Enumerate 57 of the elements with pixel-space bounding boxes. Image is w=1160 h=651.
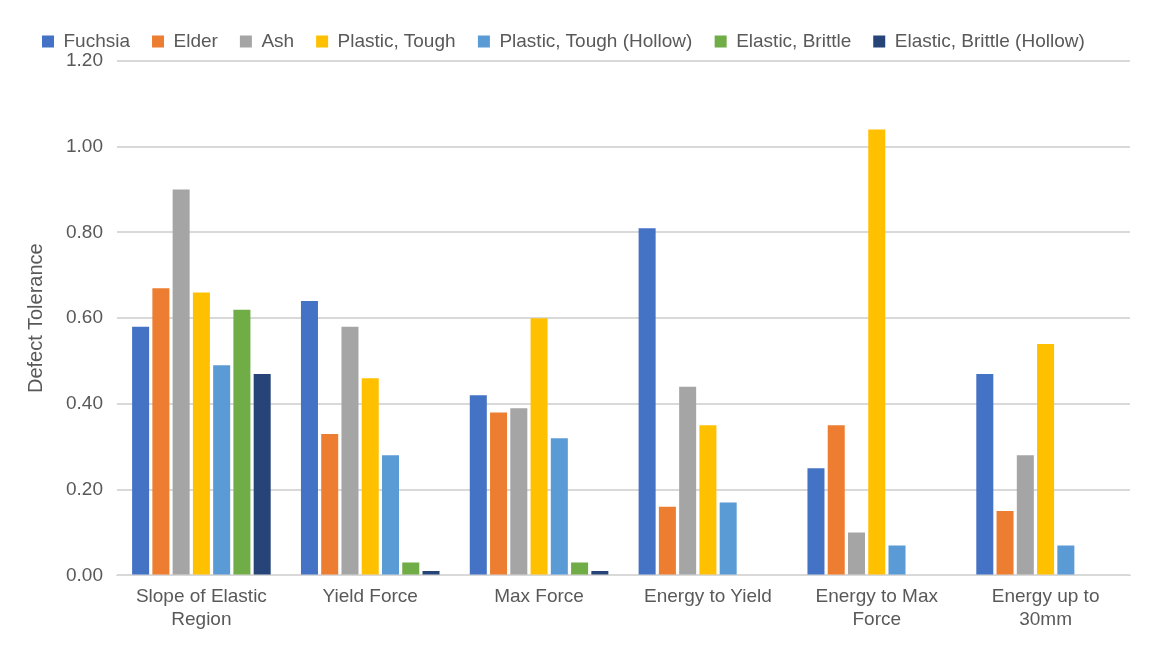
bar — [341, 326, 359, 575]
bar — [868, 129, 886, 575]
bar — [402, 562, 420, 575]
bar — [530, 318, 548, 575]
x-tick-label: Energy up to 30mm — [991, 585, 1100, 629]
bar — [1016, 455, 1034, 575]
bar — [253, 373, 271, 575]
bar — [888, 545, 906, 575]
bar — [152, 288, 170, 575]
legend-label: Fuchsia — [63, 29, 131, 51]
bar — [679, 386, 697, 575]
bar — [233, 309, 251, 575]
legend-label: Ash — [261, 29, 295, 51]
y-tick-label: 1.20 — [66, 49, 103, 71]
bar — [510, 408, 528, 575]
bar — [571, 562, 589, 575]
bar — [192, 292, 210, 575]
bar — [422, 571, 440, 575]
bar — [550, 438, 568, 575]
y-tick-label: 0.40 — [66, 392, 103, 414]
bar — [321, 433, 339, 575]
bar — [719, 502, 737, 575]
bar — [807, 468, 825, 575]
bar — [300, 301, 318, 575]
x-tick-label: Slope of Elastic Region — [135, 585, 267, 629]
bar — [847, 532, 865, 575]
bar — [827, 425, 845, 575]
legend-label: Elastic, Brittle (Hollow) — [894, 29, 1085, 51]
y-tick-label: 0.60 — [66, 306, 103, 328]
legend-label: Plastic, Tough (Hollow) — [499, 29, 693, 51]
x-tick-label: Energy to Yield — [644, 585, 772, 607]
bar — [638, 228, 656, 575]
bar — [361, 378, 379, 575]
y-tick-label: 1.00 — [66, 134, 103, 156]
x-tick-label: Energy to Max Force — [815, 585, 939, 629]
y-tick-label: 0.20 — [66, 477, 103, 499]
bar — [132, 326, 150, 575]
legend-label: Elder — [173, 29, 219, 51]
bar — [658, 506, 676, 575]
y-tick-label: 0.00 — [66, 563, 103, 585]
bar — [591, 571, 609, 575]
bar — [381, 455, 399, 575]
legend-label: Elastic, Brittle — [736, 29, 852, 51]
bar — [1057, 545, 1075, 575]
bar — [213, 365, 231, 575]
bar — [699, 425, 717, 575]
x-tick-label: Max Force — [494, 585, 584, 607]
bar — [1037, 343, 1055, 575]
bar — [172, 189, 190, 575]
bar — [490, 412, 508, 575]
bar — [996, 511, 1014, 575]
legend-label: Plastic, Tough — [337, 29, 456, 51]
bar — [976, 373, 994, 575]
bar — [469, 395, 487, 575]
y-tick-label: 0.80 — [66, 220, 103, 242]
x-tick-label: Yield Force — [322, 585, 418, 607]
y-axis-title: Defect Tolerance — [23, 243, 46, 394]
